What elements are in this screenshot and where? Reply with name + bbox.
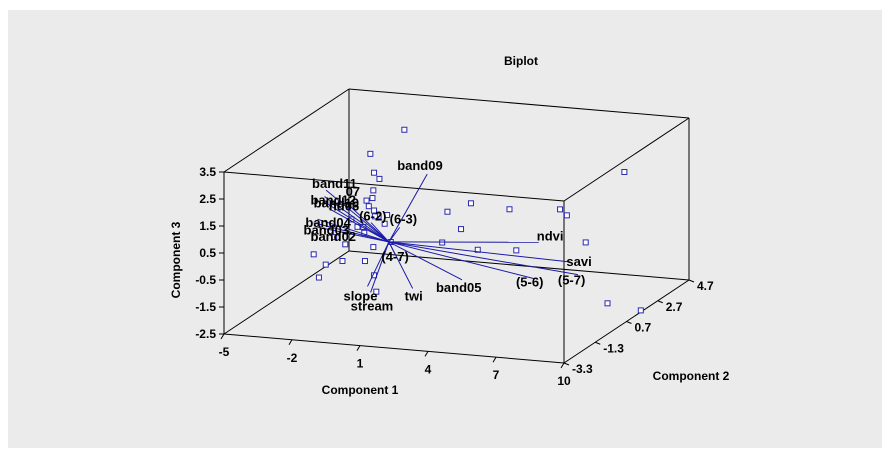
label-ndvi: ndvi	[537, 228, 564, 243]
vector-labels: band09ndvisavi(5-7)(5-6)band05twislopest…	[304, 158, 592, 313]
label-57: (5-7)	[558, 273, 585, 288]
data-point	[583, 240, 588, 245]
x-tick-mark	[425, 351, 428, 356]
data-point	[445, 209, 450, 214]
box-edge-5	[224, 89, 349, 172]
z-tick-label: 2.5	[199, 192, 216, 206]
chart-title: Biplot	[504, 54, 538, 68]
z-tick-label: -1.5	[195, 300, 216, 314]
z-tick-label: -0.5	[195, 273, 216, 287]
x-tick-mark	[289, 340, 292, 345]
vector-56	[389, 242, 534, 279]
data-point	[340, 259, 345, 264]
z-axis-title: Component 3	[169, 221, 183, 298]
vector-57	[389, 242, 578, 275]
y-tick-label: -1.3	[603, 341, 624, 355]
y-axis-title: Component 2	[653, 369, 730, 383]
box-edge-0	[224, 334, 564, 363]
data-point	[370, 196, 375, 201]
data-point	[362, 259, 367, 264]
y-tick-label: -3.3	[572, 362, 593, 376]
data-point	[311, 252, 316, 257]
vector-63	[389, 227, 400, 242]
y-tick-label: 2.7	[666, 300, 683, 314]
x-tick-label: -5	[219, 345, 230, 359]
z-axis-ticks: -2.5 -1.5 -0.5 0.5 1.5 2.5 3.5	[195, 165, 224, 341]
label-63: (6-3)	[390, 211, 417, 226]
y-axis-ticks: -3.3 -1.3 0.7 2.7 4.7	[564, 279, 714, 376]
y-tick-mark	[595, 342, 600, 344]
label-47: (4-7)	[381, 249, 408, 264]
label-band05: band05	[436, 280, 482, 295]
x-tick-label: 4	[425, 362, 432, 376]
x-tick-mark	[493, 357, 496, 362]
label-band09: band09	[397, 158, 443, 173]
biplot-chart: Biplot -2.5 -1.5 -0.5 0.5 1.5 2.5 3.5 -5 -2 1 4 7 1…	[8, 10, 882, 448]
y-tick-mark	[658, 301, 663, 303]
y-tick-mark	[627, 322, 632, 324]
data-point	[316, 275, 321, 280]
z-tick-label: -2.5	[195, 327, 216, 341]
data-point	[514, 248, 519, 253]
chart-panel: Biplot -2.5 -1.5 -0.5 0.5 1.5 2.5 3.5 -5 -2 1 4 7 1…	[8, 10, 882, 448]
data-point	[323, 262, 328, 267]
data-point	[558, 207, 563, 212]
vector-band09	[389, 174, 427, 242]
y-tick-mark	[564, 363, 569, 365]
box-edge-1	[224, 251, 349, 334]
data-point	[372, 170, 377, 175]
vector-savi	[389, 242, 570, 262]
data-point	[507, 207, 512, 212]
x-tick-label: -2	[287, 351, 298, 365]
label-band06: nd06	[329, 199, 359, 214]
box-edge-7	[349, 89, 689, 118]
data-point	[605, 301, 610, 306]
label-twi: twi	[405, 288, 423, 303]
box-edge-6	[564, 118, 689, 201]
z-tick-label: 3.5	[199, 165, 216, 179]
y-tick-label: 0.7	[635, 321, 652, 335]
x-axis-ticks: -5 -2 1 4 7 10	[219, 334, 571, 388]
data-point	[459, 227, 464, 232]
box-edge-4	[224, 172, 564, 201]
x-tick-mark	[357, 346, 360, 351]
data-point	[371, 188, 376, 193]
z-tick-label: 1.5	[199, 219, 216, 233]
data-point	[368, 151, 373, 156]
data-point	[564, 213, 569, 218]
data-point	[402, 127, 407, 132]
data-point	[638, 308, 643, 313]
data-point	[364, 198, 369, 203]
x-tick-label: 10	[557, 374, 571, 388]
label-savi: savi	[566, 254, 591, 269]
y-tick-mark	[689, 280, 694, 282]
y-tick-label: 4.7	[697, 279, 714, 293]
x-tick-mark	[221, 334, 224, 339]
z-tick-label: 0.5	[199, 246, 216, 260]
x-tick-label: 7	[493, 368, 500, 382]
data-point	[371, 245, 376, 250]
data-point	[468, 201, 473, 206]
data-point	[377, 176, 382, 181]
data-point	[622, 170, 627, 175]
label-stream: stream	[351, 298, 394, 313]
x-tick-label: 1	[357, 357, 364, 371]
label-band02: band02	[311, 229, 357, 244]
x-axis-title: Component 1	[322, 383, 399, 397]
label-62: (6-2)	[359, 209, 386, 224]
x-tick-mark	[561, 363, 564, 368]
plot-box	[224, 89, 689, 363]
label-56: (5-6)	[516, 275, 543, 290]
